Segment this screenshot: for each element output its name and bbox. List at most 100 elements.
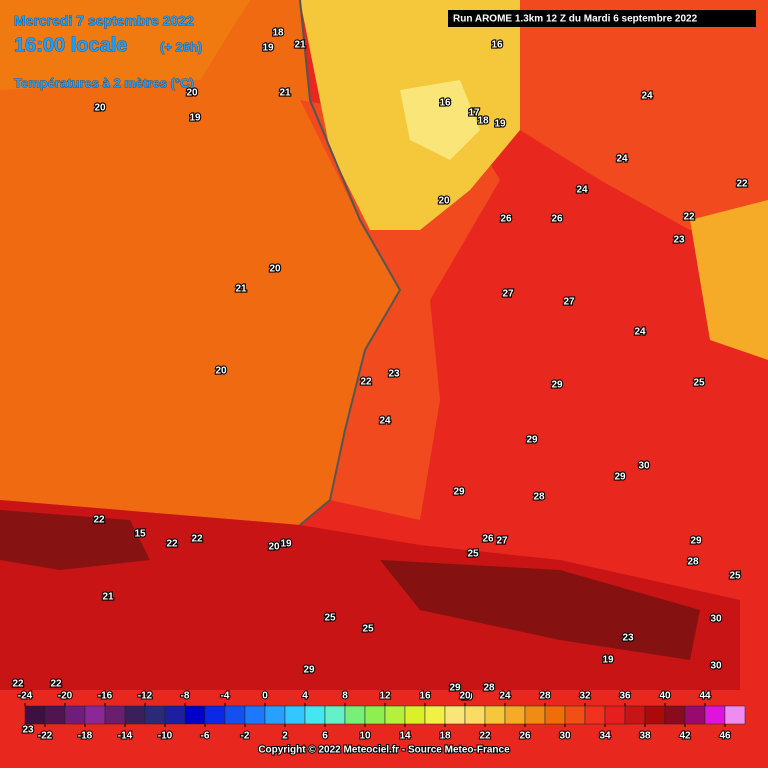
colorbar-cell (184, 705, 206, 725)
variable: Températures à 2 mètres (°C) (14, 75, 194, 90)
temperature-label: 25 (693, 378, 705, 389)
temperature-label: 25 (324, 613, 336, 624)
colorbar-cell (644, 705, 666, 725)
temperature-label: 24 (379, 416, 391, 427)
temperature-label: 29 (526, 435, 538, 446)
temperature-label: 21 (235, 284, 247, 295)
temperature-label: 16 (439, 98, 451, 109)
colorbar-label: -16 (98, 691, 113, 702)
temperature-label: 19 (494, 119, 506, 130)
temperature-label: 20 (438, 196, 450, 207)
east-relief (690, 200, 768, 360)
colorbar-label: 36 (619, 691, 631, 702)
colorbar-label: 20 (459, 691, 471, 702)
temperature-label: 22 (736, 179, 748, 190)
colorbar-cell (304, 705, 326, 725)
temperature-label: 25 (729, 571, 741, 582)
temperature-label: 15 (134, 529, 146, 540)
colorbar-cell (704, 705, 726, 725)
temperature-label: 23 (388, 369, 400, 380)
temperature-label: 21 (102, 592, 114, 603)
colorbar-label: 14 (399, 731, 411, 742)
colorbar-cell (344, 705, 366, 725)
colorbar-label: 32 (579, 691, 591, 702)
temperature-label: 20 (215, 366, 227, 377)
temperature-label: 20 (186, 88, 198, 99)
temperature-label: 26 (482, 534, 494, 545)
temperature-label: 26 (551, 214, 563, 225)
temperature-label: 18 (272, 28, 284, 39)
colorbar-label: 8 (342, 691, 348, 702)
colorbar-label: 22 (479, 731, 491, 742)
temperature-label: 29 (303, 665, 315, 676)
colorbar-label: 28 (539, 691, 551, 702)
temperature-label: 24 (641, 91, 653, 102)
colorbar-cell (24, 705, 46, 725)
colorbar-cell (584, 705, 606, 725)
run-info: Run AROME 1.3km 12 Z du Mardi 6 septembr… (453, 14, 698, 25)
temperature-label: 22 (166, 539, 178, 550)
colorbar-cell (524, 705, 546, 725)
temperature-label: 27 (502, 289, 514, 300)
temperature-label: 20 (268, 542, 280, 553)
colorbar-label: 24 (499, 691, 511, 702)
colorbar-cell (264, 705, 286, 725)
colorbar-label: 30 (559, 731, 571, 742)
temperature-label: 16 (491, 40, 503, 51)
colorbar-cell (564, 705, 586, 725)
colorbar-cell (124, 705, 146, 725)
colorbar-label: -4 (221, 691, 230, 702)
mountains (380, 560, 700, 660)
colorbar-label: 40 (659, 691, 671, 702)
temperature-label: 21 (279, 88, 291, 99)
temperature-label: 20 (269, 264, 281, 275)
temperature-label: 26 (500, 214, 512, 225)
colorbar-cell (84, 705, 106, 725)
temperature-label: 28 (687, 557, 699, 568)
temperature-label: 22 (93, 515, 105, 526)
temperature-label: 30 (710, 661, 722, 672)
colorbar-label: -20 (58, 691, 73, 702)
temperature-label: 28 (483, 683, 495, 694)
lead-time: (+ 26h) (160, 39, 202, 54)
temperature-label: 22 (360, 377, 372, 388)
temperature-label: 27 (496, 536, 508, 547)
colorbar-cell (64, 705, 86, 725)
colorbar-label: 42 (679, 731, 691, 742)
colorbar-label: 2 (282, 731, 288, 742)
temperature-label: 19 (189, 113, 201, 124)
temperature-label: 24 (576, 185, 588, 196)
date: Mercredi 7 septembre 2022 (14, 13, 194, 29)
colorbar-cell (224, 705, 246, 725)
colorbar-label: -8 (181, 691, 190, 702)
colorbar-cell (384, 705, 406, 725)
colorbar-label: 46 (719, 731, 731, 742)
colorbar-cell (164, 705, 186, 725)
run-box (448, 10, 756, 27)
colorbar-cell (504, 705, 526, 725)
temperature-label: 30 (638, 461, 650, 472)
temperature-label: 29 (690, 536, 702, 547)
temperature-label: 29 (551, 380, 563, 391)
temperature-label: 22 (191, 534, 203, 545)
temperature-label: 23 (622, 633, 634, 644)
temperature-label: 24 (634, 327, 646, 338)
colorbar-label: -24 (18, 691, 33, 702)
colorbar-label: 6 (322, 731, 328, 742)
colorbar-cell (664, 705, 686, 725)
temperature-label: 19 (280, 539, 292, 550)
colorbar-label: 44 (699, 691, 711, 702)
temperature-label: 20 (461, 692, 473, 703)
temperature-label: 27 (563, 297, 575, 308)
northeast-zone (520, 0, 768, 230)
colorbar-cell (624, 705, 646, 725)
colorbar-label: 10 (359, 731, 371, 742)
colorbar-label: -18 (78, 731, 93, 742)
colorbar-cell (684, 705, 706, 725)
colorbar-cell (324, 705, 346, 725)
colorbar-label: 12 (379, 691, 391, 702)
colorbar-cell (284, 705, 306, 725)
colorbar-label: 4 (302, 691, 308, 702)
colorbar-cell (404, 705, 426, 725)
